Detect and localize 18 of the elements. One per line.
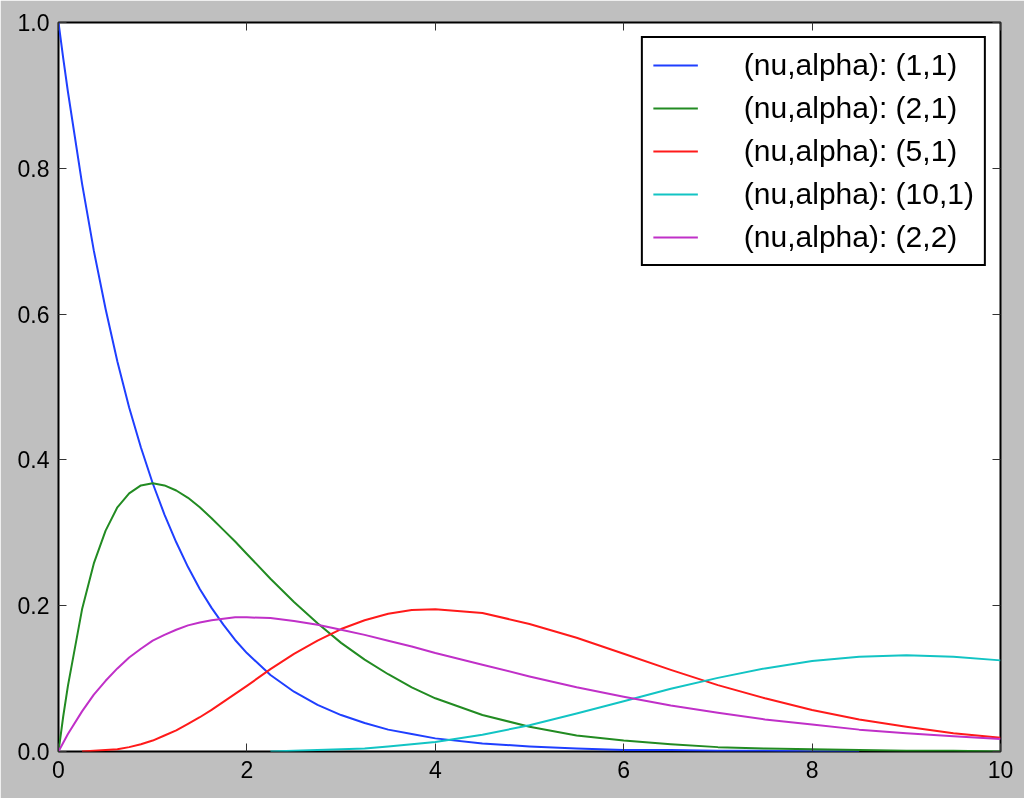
y-tick-label: 0.6: [17, 301, 50, 328]
x-tick-label: 8: [805, 756, 819, 783]
legend-label: (nu,alpha): (1,1): [743, 48, 958, 82]
y-tick-label: 0.4: [17, 447, 50, 474]
line-series: [269, 654, 1001, 752]
legend-label: (nu,alpha): (2,2): [743, 220, 958, 254]
y-tick-label: 1.0: [17, 10, 50, 36]
x-tick-label: 4: [428, 756, 442, 783]
x-tick-label: 6: [617, 756, 631, 783]
legend-label: (nu,alpha): (5,1): [743, 134, 958, 168]
y-tick-label: 0.8: [17, 155, 50, 182]
legend-label: (nu,alpha): (10,1): [743, 177, 974, 211]
y-tick-label: 0.2: [17, 593, 50, 620]
x-tick-label: 10: [987, 756, 1014, 783]
y-tick-label: 0.0: [17, 739, 50, 765]
x-tick-label: 2: [240, 756, 254, 783]
legend-label: (nu,alpha): (2,1): [743, 91, 958, 125]
x-tick-label: 0: [52, 756, 65, 783]
